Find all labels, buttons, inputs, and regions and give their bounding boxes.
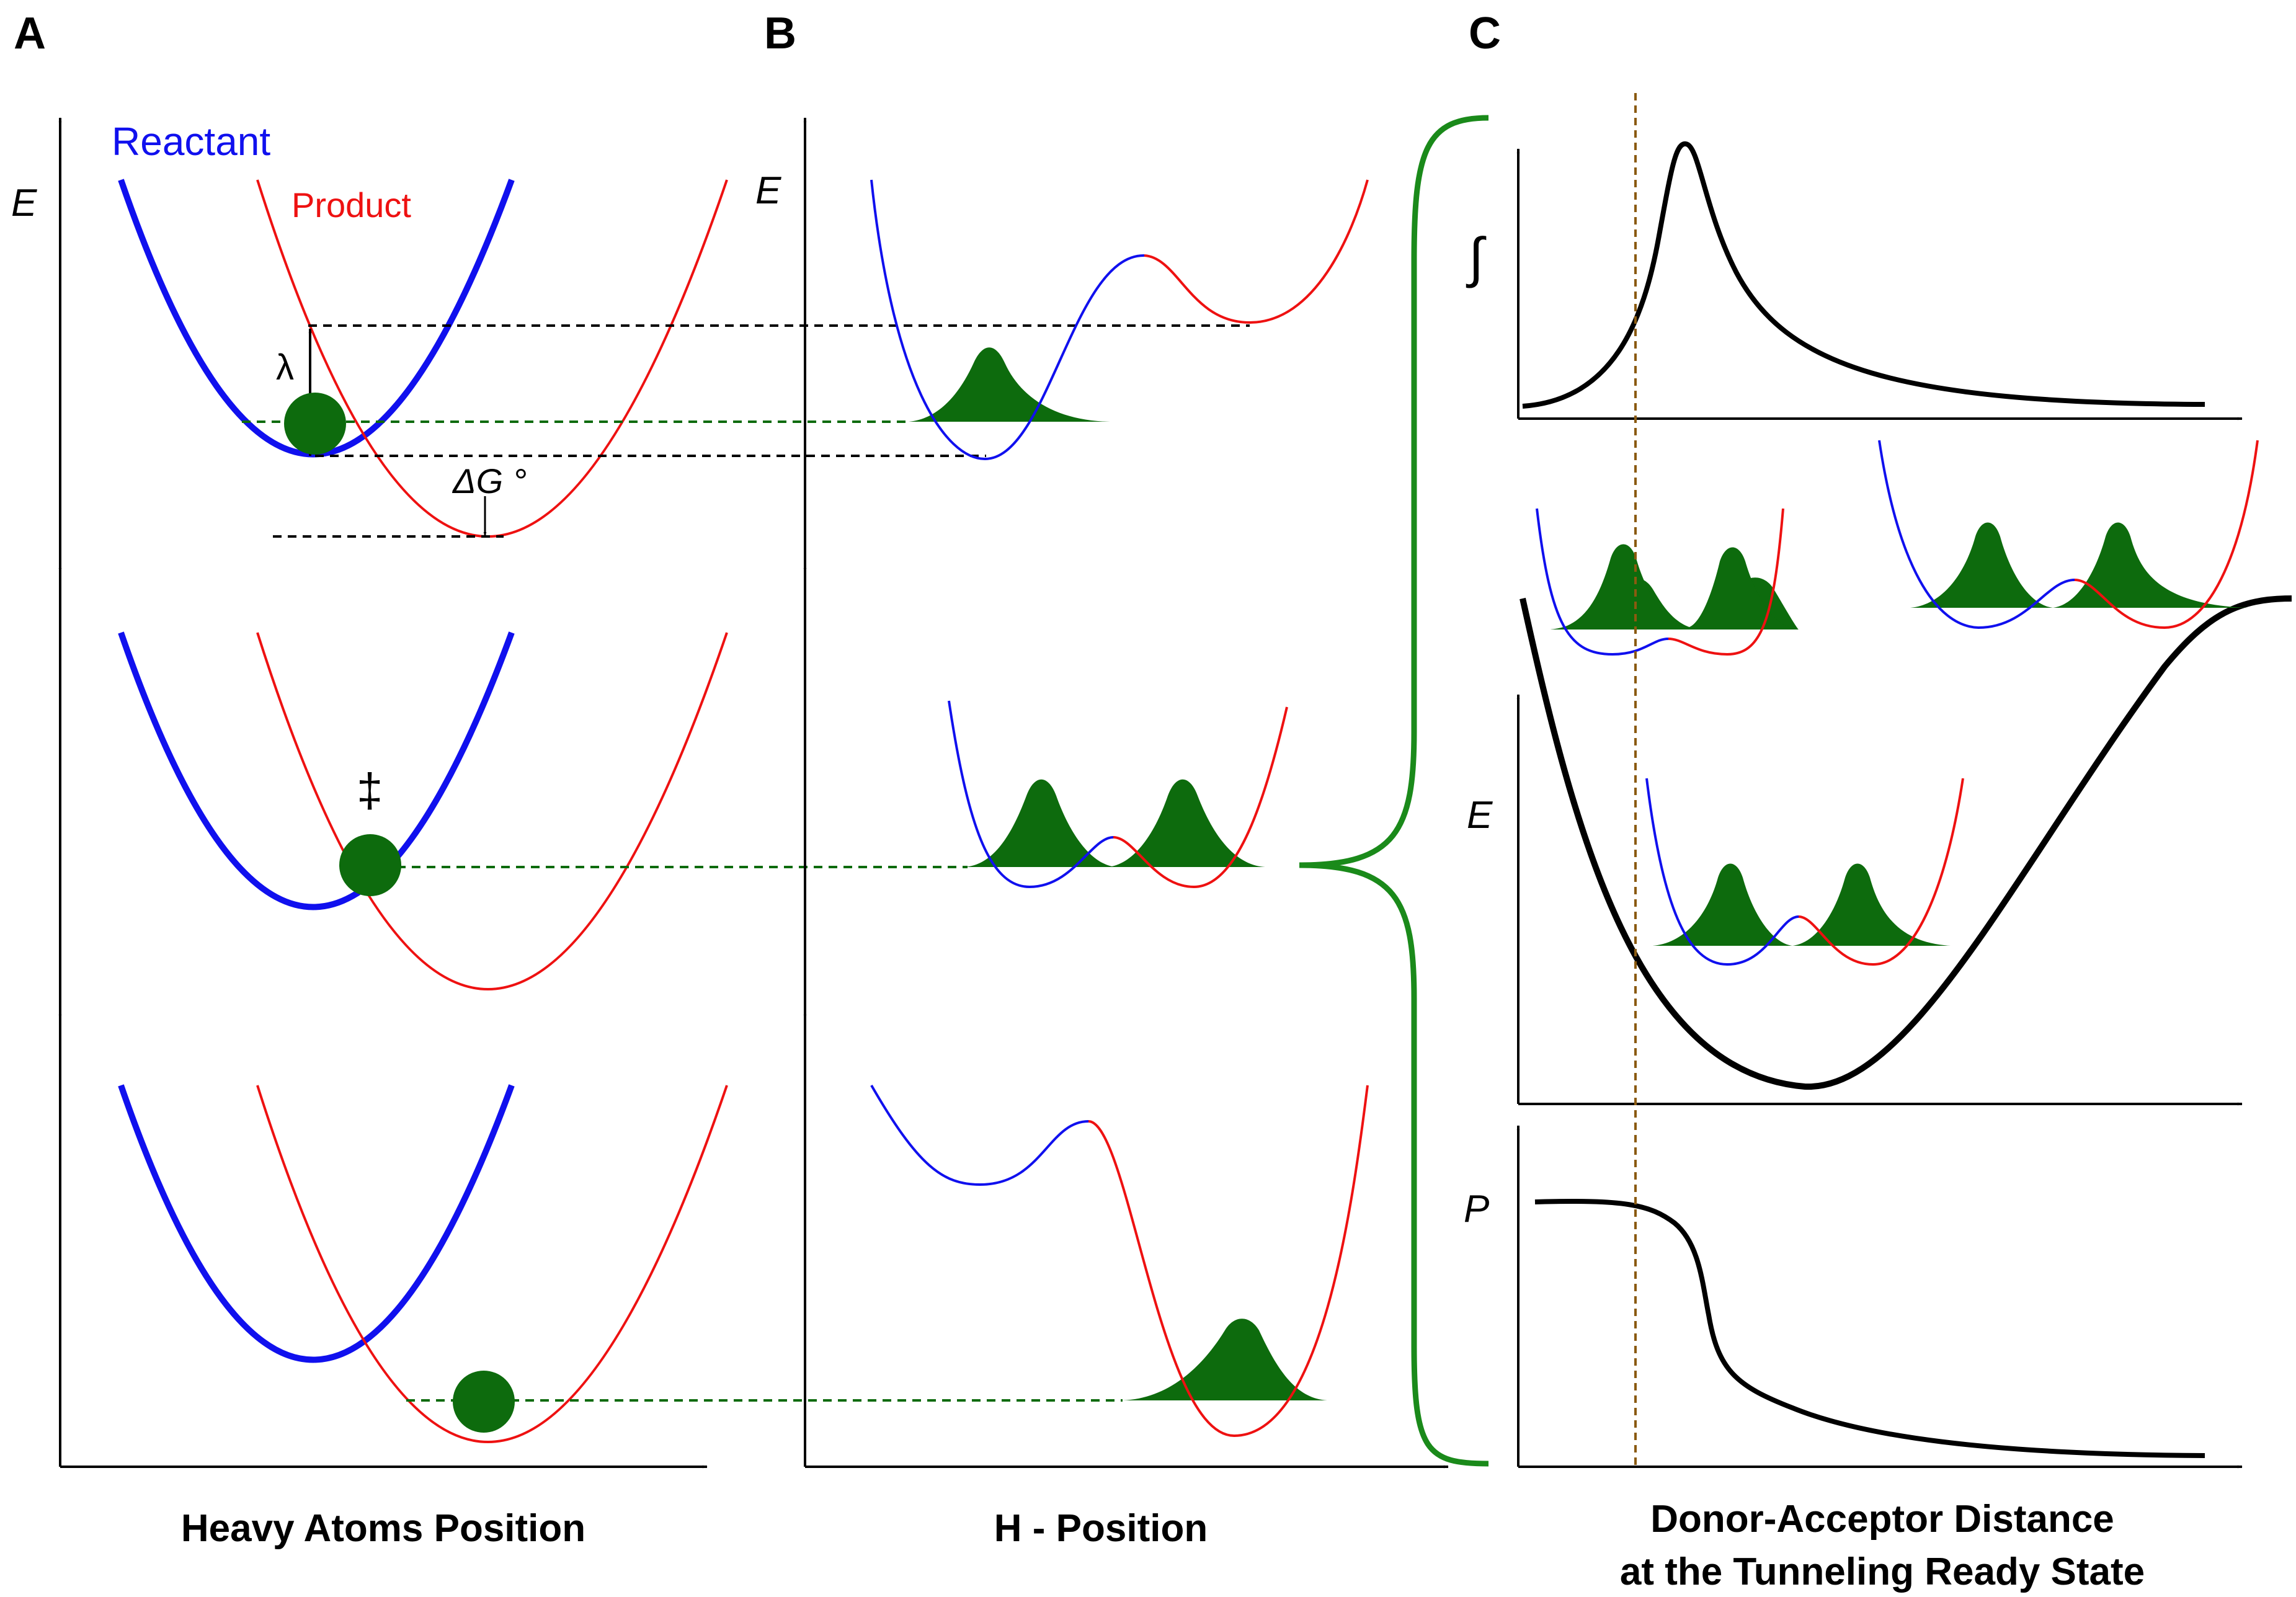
h-potential-reactant-bottom — [870, 1085, 1089, 1186]
h-potential-product-middle — [1113, 706, 1288, 889]
wavepacket-b-middle-2 — [1107, 779, 1265, 867]
panel-a-axes — [58, 117, 708, 1469]
wavepacket-b-bottom — [1123, 1319, 1327, 1400]
inset-potential-reactant-left — [1536, 508, 1669, 656]
h-potential-product-top — [1144, 179, 1369, 324]
panel-c: C ∫ E P — [1464, 9, 2292, 1593]
panel-c-x-label-line1: Donor-Acceptor Distance — [1650, 1498, 2114, 1541]
reactant-curve-middle — [118, 631, 515, 910]
panel-c-x-label-line2: at the Tunneling Ready State — [1620, 1550, 2145, 1593]
donor-acceptor-energy-curve — [1520, 595, 2292, 1090]
panel-c-middle-axes — [1516, 694, 2243, 1106]
panel-b-letter: B — [764, 9, 796, 58]
wavepacket-b-top — [909, 347, 1110, 422]
h-potential-product-bottom — [1088, 1085, 1369, 1438]
inset-potential-product-left — [1668, 508, 1784, 656]
inset-wavepacket-right — [1910, 522, 2248, 608]
reactant-label: Reactant — [112, 119, 270, 164]
transition-state-symbol: ‡ — [357, 764, 383, 817]
probability-curve — [1534, 1199, 2205, 1458]
panel-c-middle-y-label: E — [1467, 794, 1493, 837]
wavepacket-b-middle — [964, 779, 1116, 867]
state-circle-top — [284, 393, 346, 455]
panel-a-y-label: E — [11, 182, 37, 225]
lambda-label: λ — [276, 347, 294, 388]
reactant-curve-bottom — [118, 1084, 515, 1363]
product-label: Product — [291, 185, 411, 225]
h-potential-reactant-middle — [948, 700, 1114, 889]
overlap-integral-curve — [1522, 141, 2205, 409]
product-curve-middle — [256, 632, 728, 990]
inset-wavepacket-center — [1653, 863, 1951, 946]
h-potential-reactant-top — [870, 179, 1145, 461]
inset-wavepacket-left-peaks — [1551, 544, 1799, 629]
panel-b-y-label: E — [755, 169, 781, 212]
panel-c-top-y-label: ∫ — [1466, 226, 1487, 288]
panel-b: B E H - Position — [755, 9, 1449, 1550]
inset-potential-product-right — [2074, 440, 2259, 629]
panel-c-bottom-y-label: P — [1464, 1188, 1489, 1230]
panel-b-axes — [803, 117, 1449, 1469]
bracket-brace — [1299, 115, 1489, 1467]
connector-lines — [242, 324, 1250, 1402]
inset-potential-reactant-center — [1645, 778, 1799, 966]
panel-a-x-label: Heavy Atoms Position — [181, 1507, 585, 1550]
panel-c-bottom-axes — [1516, 1125, 2243, 1469]
panel-a-letter: A — [14, 9, 46, 58]
delta-g-label: ΔG ° — [452, 461, 527, 500]
panel-c-top-axes — [1516, 148, 2243, 420]
panel-a: A E Reactant Product λ ΔG ° ‡ Heavy Atom… — [11, 9, 728, 1550]
inset-potential-reactant-right — [1878, 440, 2075, 629]
product-curve-bottom — [256, 1085, 728, 1443]
panel-b-x-label: H - Position — [994, 1507, 1208, 1550]
inset-potential-product-center — [1798, 778, 1964, 966]
panel-c-letter: C — [1469, 9, 1501, 58]
state-circle-middle — [339, 834, 401, 896]
